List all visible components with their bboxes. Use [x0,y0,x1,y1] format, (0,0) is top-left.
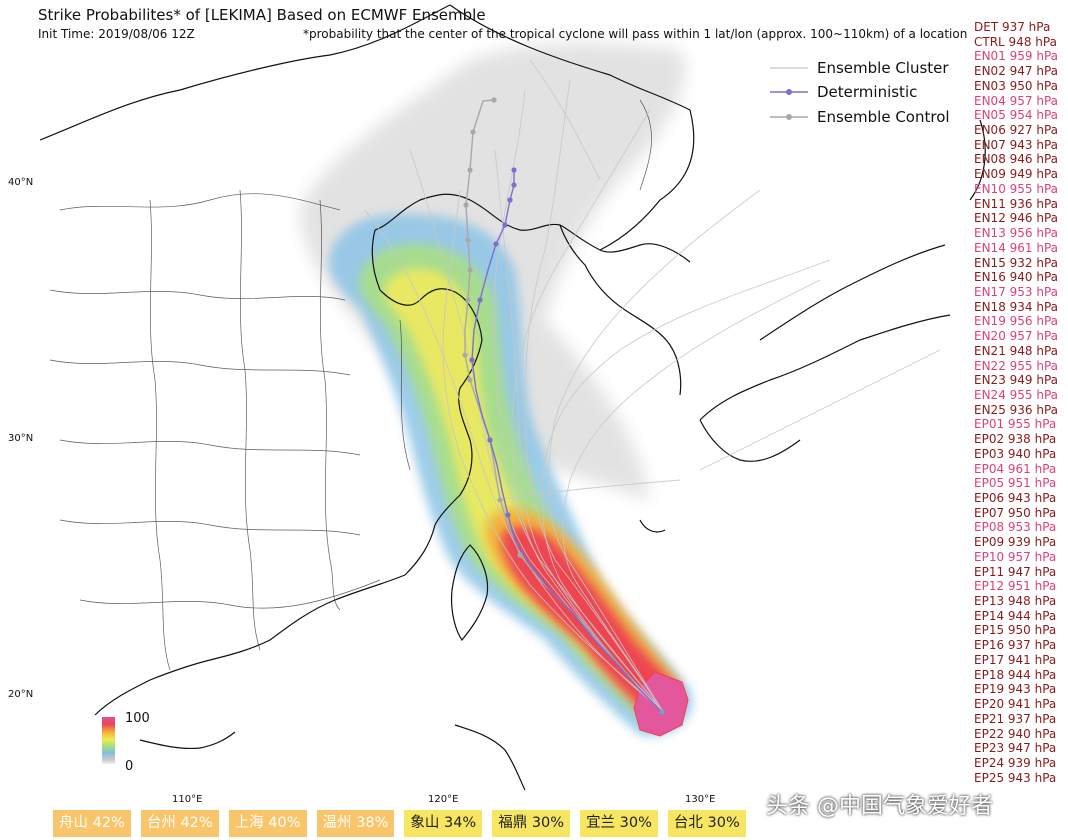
legend-deterministic: Deterministic [770,83,917,101]
member-item: EP17 941 hPa [974,652,1057,667]
member-item: EN02 947 hPa [974,64,1059,79]
member-item: EN15 932 hPa [974,255,1059,270]
colorbar-min-label: 0 [125,759,134,774]
member-item: EN18 934 hPa [974,299,1059,314]
member-item: EN16 940 hPa [974,270,1059,285]
member-item: EN20 957 hPa [974,329,1059,344]
cluster-line-icon [770,67,808,69]
legend-control-label: Ensemble Control [817,108,950,126]
member-item: EN12 946 hPa [974,211,1059,226]
member-item: EP24 939 hPa [974,755,1057,770]
member-item: EP21 937 hPa [974,711,1057,726]
member-item: EP16 937 hPa [974,638,1057,653]
member-item: EP18 944 hPa [974,667,1057,682]
member-item: EN23 949 hPa [974,373,1059,388]
control-line-icon [770,114,808,120]
member-item: EP10 957 hPa [974,549,1057,564]
colorbar-max-label: 100 [125,711,150,726]
member-item: EP01 955 hPa [974,417,1057,432]
member-item: EN10 955 hPa [974,181,1059,196]
typhoon-start-marker [659,709,665,715]
member-item: EP03 940 hPa [974,446,1057,461]
member-item: EN08 946 hPa [974,152,1059,167]
city-badge: 宜兰 30% [580,810,658,837]
member-item: EP07 950 hPa [974,505,1057,520]
member-item: EP22 940 hPa [974,726,1057,741]
coastlines [39,4,986,791]
member-item: EP06 943 hPa [974,491,1057,505]
probability-footnote: *probability that the center of the trop… [303,27,968,41]
member-item: EP15 950 hPa [974,623,1057,638]
legend-deterministic-label: Deterministic [817,83,918,101]
member-item: EN19 956 hPa [974,314,1059,329]
member-pressure-list: DET 937 hPa CTRL 948 hPa EN01 959 hPa EN02 … [974,20,1058,785]
member-item: EP19 943 hPa [974,682,1057,697]
city-badge: 温州 38% [316,810,395,837]
member-item: EP11 947 hPa [974,564,1057,579]
member-item: EN05 954 hPa [974,108,1059,123]
member-item: EN13 956 hPa [974,226,1059,241]
member-item: EN09 949 hPa [974,167,1059,182]
lat-label-20n: 20°N [8,689,34,700]
member-item: EP02 938 hPa [974,432,1057,447]
member-item: EP08 953 hPa [974,520,1057,535]
member-item: CTRL 948 hPa [974,34,1057,49]
city-badge: 舟山 42% [53,810,131,837]
map-title: Strike Probabilites* of [LEKIMA] Based o… [38,6,486,24]
member-item: EN24 955 hPa [974,387,1059,402]
lon-label-120e: 120°E [428,794,459,805]
member-item: EN25 936 hPa [974,402,1059,417]
member-item: EN01 959 hPa [974,49,1059,64]
member-item: EP05 951 hPa [974,476,1057,491]
deterministic-track [469,167,663,713]
member-item: EP14 944 hPa [974,608,1057,623]
city-badge: 台州 42% [140,810,219,837]
provincial-borders [49,99,652,671]
member-item: EP25 943 hPa [974,770,1057,785]
lat-label-40n: 40°N [8,177,34,188]
member-item: EN04 957 hPa [974,93,1059,108]
legend-ensemble-control: Ensemble Control [770,108,950,126]
watermark: 头条 @中国气象爱好者 [766,794,993,819]
member-item: EN06 927 hPa [974,123,1059,138]
member-item: EN14 961 hPa [974,240,1059,255]
member-item: EP23 947 hPa [974,741,1057,756]
city-badge: 福鼎 30% [492,810,571,837]
member-item: EN03 950 hPa [974,78,1059,93]
member-item: EN21 948 hPa [974,343,1059,358]
member-item: EP04 961 hPa [974,461,1057,476]
member-item: EP12 951 hPa [974,579,1057,594]
city-badge: 上海 40% [228,810,307,837]
deterministic-line-icon [770,89,808,95]
legend-ensemble-cluster: Ensemble Cluster [770,59,949,77]
init-time: Init Time: 2019/08/06 12Z [38,27,195,41]
member-item: EN17 953 hPa [974,284,1059,299]
lon-label-110e: 110°E [172,794,203,805]
city-probability-badges: 舟山 42% 台州 42% 上海 40% 温州 38% 象山 34% 福鼎 30% 宜兰 3… [53,810,756,837]
member-item: EP09 939 hPa [974,535,1057,550]
member-item: EN07 943 hPa [974,137,1059,152]
member-item: EN11 936 hPa [974,196,1059,211]
member-item: EP20 941 hPa [974,697,1057,712]
member-item: DET 937 hPa [974,20,1051,34]
legend-cluster-label: Ensemble Cluster [817,59,949,77]
city-badge: 台北 30% [667,810,746,837]
city-badge: 象山 34% [404,810,483,837]
member-item: EN22 955 hPa [974,358,1059,373]
probability-colorbar [102,717,115,764]
lat-label-30n: 30°N [8,433,34,444]
member-item: EP13 948 hPa [974,594,1057,609]
lon-label-130e: 130°E [685,794,716,805]
